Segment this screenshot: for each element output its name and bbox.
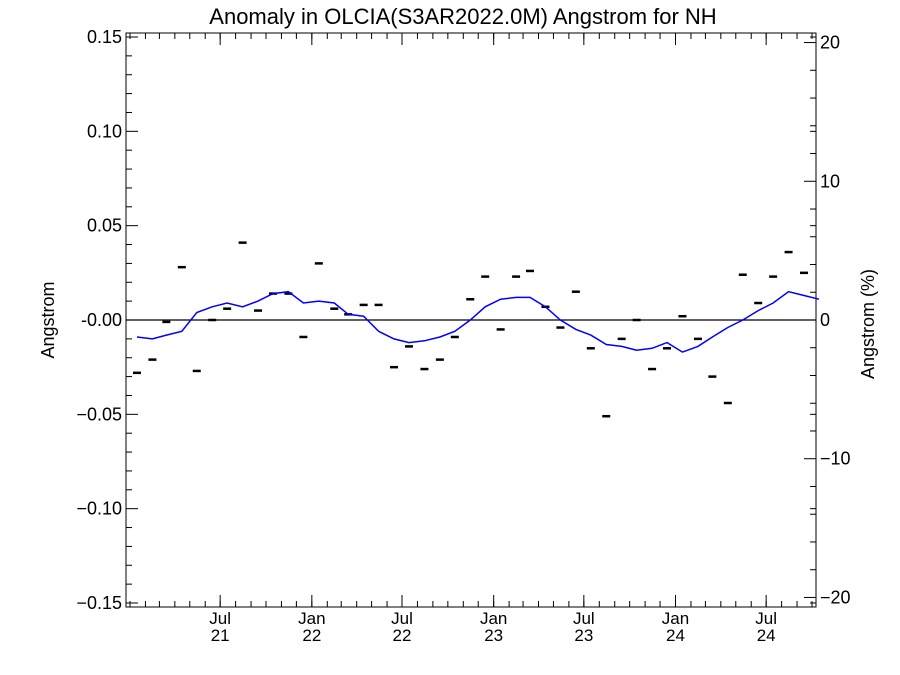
y-tick-label-right: −20 bbox=[820, 587, 851, 607]
y-tick-label-left: 0.15 bbox=[87, 27, 122, 47]
x-tick-label-month: Jan bbox=[298, 609, 325, 628]
y-tick-label-left: -0.00 bbox=[81, 310, 122, 330]
y-tick-label-right: 10 bbox=[820, 171, 840, 191]
x-tick-label-month: Jul bbox=[209, 609, 231, 628]
y-tick-label-left: −0.10 bbox=[76, 499, 122, 519]
series-line bbox=[136, 290, 820, 353]
tick-layer: 0.15 0.10 0.05 -0.00 −0.05 −0.10 −0.15 20 10 0 −10… bbox=[76, 27, 850, 645]
y-axis-title-right: Angstrom (%) bbox=[858, 269, 878, 379]
x-tick-label-year: 22 bbox=[302, 626, 321, 645]
x-tick-label-year: 21 bbox=[211, 626, 230, 645]
y-tick-label-right: 20 bbox=[820, 33, 840, 53]
chart-title: Anomaly in OLCIA(S3AR2022.0M) Angstrom f… bbox=[209, 4, 716, 29]
x-tick-label-year: 23 bbox=[484, 626, 503, 645]
y-tick-label-left: 0.05 bbox=[87, 216, 122, 236]
y-tick-label-right: 0 bbox=[820, 310, 830, 330]
data-layer bbox=[126, 241, 820, 418]
x-tick-label-month: Jan bbox=[662, 609, 689, 628]
x-tick-label-year: 22 bbox=[393, 626, 412, 645]
x-tick-label-month: Jul bbox=[391, 609, 413, 628]
y-tick-label-right: −10 bbox=[820, 449, 851, 469]
y-tick-label-left: −0.05 bbox=[76, 404, 122, 424]
x-tick-label-month: Jan bbox=[480, 609, 507, 628]
x-tick-label-month: Jul bbox=[755, 609, 777, 628]
x-tick-label-year: 24 bbox=[757, 626, 776, 645]
y-tick-label-left: −0.15 bbox=[76, 593, 122, 613]
x-tick-label-year: 23 bbox=[574, 626, 593, 645]
y-axis-title-left: Angstrom bbox=[38, 281, 58, 358]
x-tick-label-year: 24 bbox=[666, 626, 685, 645]
x-tick-label-month: Jul bbox=[573, 609, 595, 628]
y-tick-label-left: 0.10 bbox=[87, 121, 122, 141]
